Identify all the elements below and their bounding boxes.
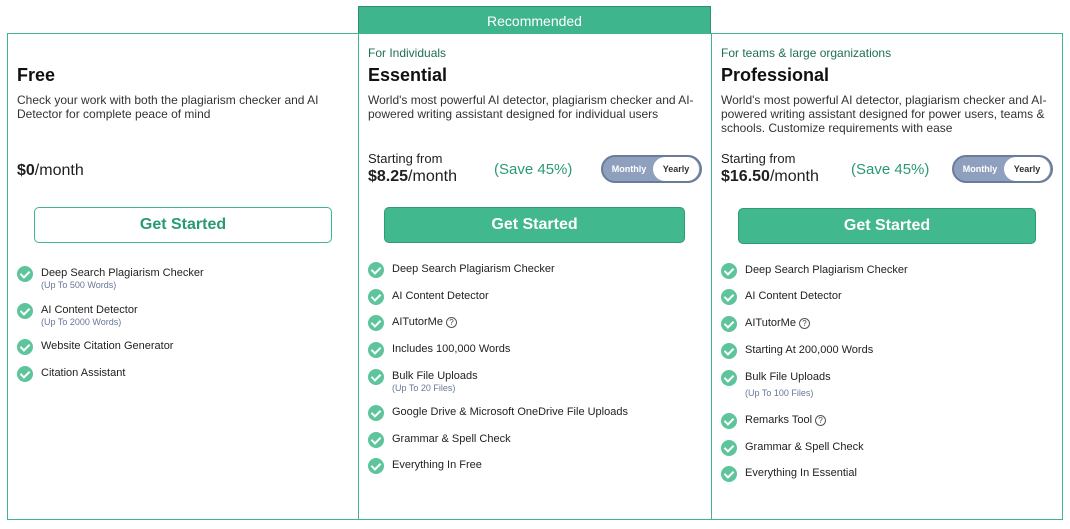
check-circle-icon	[17, 303, 33, 319]
feature-subtext: (Up To 100 Files)	[745, 388, 814, 398]
check-circle-icon	[721, 316, 737, 332]
check-circle-icon	[721, 343, 737, 359]
feature-text-wrap: AITutorMe?	[745, 316, 810, 330]
feature-text-wrap: Remarks Tool?	[745, 413, 827, 427]
price-period: /month	[34, 162, 84, 179]
price-line: $0/month	[17, 161, 84, 181]
question-circle-icon[interactable]: ?	[815, 414, 827, 426]
feature-text: AITutorMe	[745, 317, 796, 329]
billing-toggle[interactable]: Monthly Yearly	[952, 155, 1053, 183]
save-badge: (Save 45%)	[494, 161, 573, 178]
toggle-monthly[interactable]: Monthly	[962, 164, 998, 174]
feature-text: Citation Assistant	[41, 367, 126, 379]
billing-toggle[interactable]: Monthly Yearly	[601, 155, 702, 183]
price-label: Starting from	[721, 151, 796, 166]
check-circle-icon	[368, 289, 384, 305]
feature-text: Deep Search Plagiarism Checker	[41, 267, 204, 279]
check-circle-icon	[368, 342, 384, 358]
feature-text: Google Drive & Microsoft OneDrive File U…	[392, 406, 628, 418]
plan-name: Free	[17, 65, 56, 85]
plan-name: Professional	[721, 65, 830, 85]
price-label: Starting from	[368, 151, 443, 166]
plan-card-essential: For Individuals Essential World's most p…	[358, 33, 712, 520]
check-circle-icon	[368, 315, 384, 331]
check-circle-icon	[17, 266, 33, 282]
price-amount: $16.50	[721, 168, 770, 185]
plan-description: World's most powerful AI detector, plagi…	[721, 93, 1047, 135]
plan-card-free: Free Check your work with both the plagi…	[7, 33, 359, 520]
check-circle-icon	[721, 370, 737, 386]
feature-text: Remarks Tool	[745, 414, 813, 426]
plan-name: Essential	[368, 65, 448, 85]
check-circle-icon	[368, 405, 384, 421]
check-circle-icon	[368, 458, 384, 474]
plan-card-professional: For teams & large organizations Professi…	[711, 33, 1063, 520]
check-circle-icon	[17, 366, 33, 382]
price-period: /month	[769, 168, 819, 185]
feature-subtext: (Up To 20 Files)	[392, 383, 456, 393]
get-started-button[interactable]: Get Started	[384, 207, 685, 243]
feature-subtext: (Up To 500 Words)	[41, 280, 117, 290]
check-circle-icon	[368, 262, 384, 278]
check-circle-icon	[368, 432, 384, 448]
question-circle-icon[interactable]: ?	[445, 316, 457, 328]
feature-text: AITutorMe	[392, 316, 443, 328]
feature-text: AI Content Detector	[41, 304, 138, 316]
save-badge: (Save 45%)	[851, 161, 930, 178]
check-circle-icon	[17, 339, 33, 355]
price-period: /month	[408, 168, 457, 185]
feature-text: Grammar & Spell Check	[745, 441, 864, 453]
price-amount: $8.25	[368, 168, 409, 185]
feature-text: Everything In Free	[392, 459, 482, 471]
question-circle-icon[interactable]: ?	[798, 317, 810, 329]
price-block: $0/month	[17, 161, 84, 181]
check-circle-icon	[721, 413, 737, 429]
get-started-button[interactable]: Get Started	[738, 208, 1036, 244]
check-circle-icon	[721, 466, 737, 482]
feature-text: Grammar & Spell Check	[392, 433, 511, 445]
get-started-button[interactable]: Get Started	[34, 207, 332, 243]
feature-text-wrap: AITutorMe?	[392, 315, 457, 329]
feature-text: Starting At 200,000 Words	[745, 344, 874, 356]
toggle-monthly[interactable]: Monthly	[611, 164, 647, 174]
check-circle-icon	[721, 289, 737, 305]
price-line: $16.50/month	[721, 167, 819, 187]
feature-subtext: (Up To 2000 Words)	[41, 317, 122, 327]
price-block: Starting from $8.25/month	[368, 151, 457, 187]
feature-text: Everything In Essential	[745, 467, 857, 479]
recommended-banner: Recommended	[358, 6, 711, 34]
plan-audience: For teams & large organizations	[721, 46, 892, 60]
feature-text: AI Content Detector	[392, 290, 489, 302]
feature-text: Includes 100,000 Words	[392, 343, 511, 355]
feature-text: Deep Search Plagiarism Checker	[745, 264, 908, 276]
feature-text: AI Content Detector	[745, 290, 842, 302]
feature-text: Bulk File Uploads	[392, 370, 478, 382]
feature-text: Deep Search Plagiarism Checker	[392, 263, 555, 275]
plan-description: Check your work with both the plagiarism…	[17, 93, 319, 121]
feature-text: Bulk File Uploads	[745, 371, 831, 383]
plan-description: World's most powerful AI detector, plagi…	[368, 93, 694, 121]
price-amount: $0	[17, 162, 35, 179]
check-circle-icon	[368, 369, 384, 385]
check-circle-icon	[721, 440, 737, 456]
toggle-yearly[interactable]: Yearly	[653, 157, 699, 181]
price-block: Starting from $16.50/month	[721, 151, 819, 187]
plan-audience: For Individuals	[368, 46, 447, 60]
feature-text: Website Citation Generator	[41, 340, 174, 352]
toggle-yearly[interactable]: Yearly	[1004, 157, 1050, 181]
check-circle-icon	[721, 263, 737, 279]
price-line: $8.25/month	[368, 167, 457, 187]
